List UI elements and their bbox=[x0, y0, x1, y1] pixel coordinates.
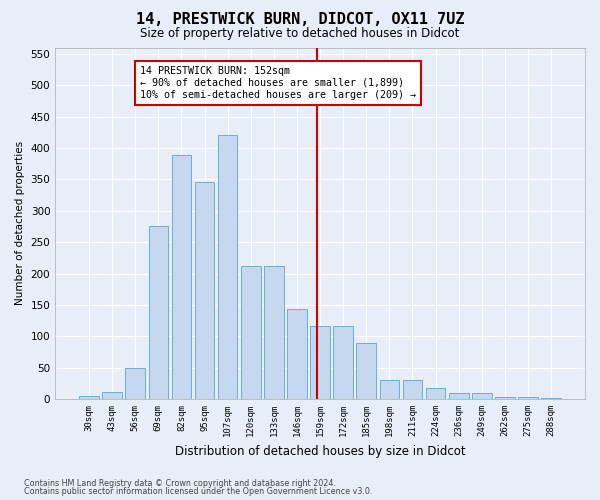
Bar bbox=[495, 397, 515, 399]
Bar bbox=[125, 368, 145, 399]
Bar bbox=[426, 388, 445, 399]
Bar bbox=[287, 310, 307, 399]
Bar bbox=[79, 396, 99, 399]
Bar bbox=[403, 380, 422, 399]
Text: 14 PRESTWICK BURN: 152sqm
← 90% of detached houses are smaller (1,899)
10% of se: 14 PRESTWICK BURN: 152sqm ← 90% of detac… bbox=[140, 66, 416, 100]
Bar bbox=[356, 342, 376, 399]
Bar bbox=[380, 380, 399, 399]
Text: Contains public sector information licensed under the Open Government Licence v3: Contains public sector information licen… bbox=[24, 487, 373, 496]
Bar bbox=[241, 266, 260, 399]
X-axis label: Distribution of detached houses by size in Didcot: Distribution of detached houses by size … bbox=[175, 444, 466, 458]
Bar bbox=[264, 266, 284, 399]
Y-axis label: Number of detached properties: Number of detached properties bbox=[15, 141, 25, 306]
Bar bbox=[172, 156, 191, 399]
Bar bbox=[541, 398, 561, 399]
Text: Size of property relative to detached houses in Didcot: Size of property relative to detached ho… bbox=[140, 28, 460, 40]
Bar bbox=[103, 392, 122, 399]
Bar bbox=[218, 136, 238, 399]
Bar bbox=[195, 182, 214, 399]
Bar bbox=[310, 326, 330, 399]
Bar bbox=[149, 226, 168, 399]
Bar bbox=[334, 326, 353, 399]
Bar bbox=[472, 393, 491, 399]
Bar bbox=[449, 393, 469, 399]
Text: 14, PRESTWICK BURN, DIDCOT, OX11 7UZ: 14, PRESTWICK BURN, DIDCOT, OX11 7UZ bbox=[136, 12, 464, 28]
Text: Contains HM Land Registry data © Crown copyright and database right 2024.: Contains HM Land Registry data © Crown c… bbox=[24, 479, 336, 488]
Bar bbox=[518, 397, 538, 399]
